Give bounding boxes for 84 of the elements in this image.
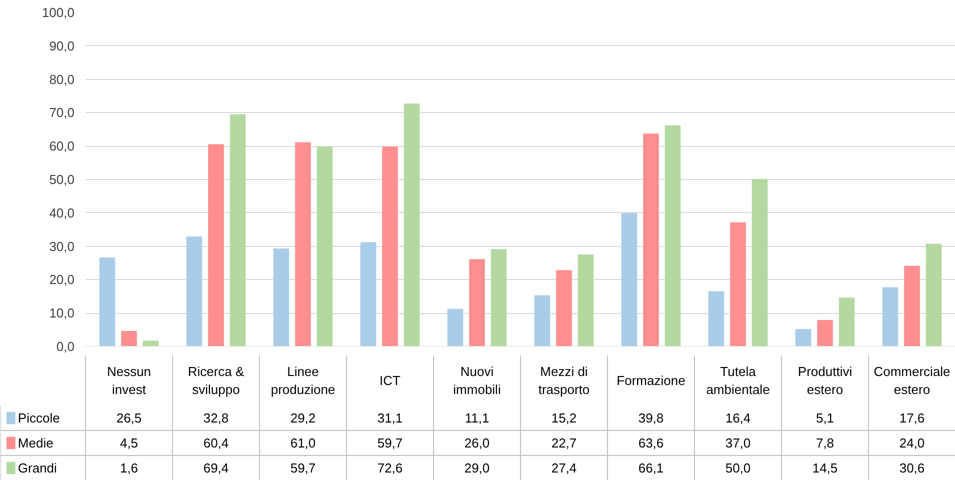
bar xyxy=(838,298,855,346)
data-label: 72,6 xyxy=(377,460,403,476)
data-label: 22,7 xyxy=(551,436,577,450)
bar xyxy=(186,236,202,346)
bar xyxy=(534,295,550,346)
bar xyxy=(926,244,942,346)
bar xyxy=(99,257,116,346)
y-tick-label: 70,0 xyxy=(49,105,75,120)
y-tick-label: 0,0 xyxy=(56,339,75,354)
bar xyxy=(295,142,311,346)
bar xyxy=(490,249,507,346)
bar xyxy=(643,134,659,346)
data-label: 4,5 xyxy=(120,436,138,450)
data-label: 59,7 xyxy=(377,436,403,450)
bar xyxy=(730,222,746,346)
bar xyxy=(752,179,768,346)
legend-label: Piccole xyxy=(18,410,60,426)
bar xyxy=(230,114,246,346)
y-tick-label: 90,0 xyxy=(49,38,75,54)
data-label: 27,4 xyxy=(551,460,577,476)
data-label: 29,0 xyxy=(464,460,490,476)
bar xyxy=(273,248,290,346)
bar xyxy=(382,146,398,346)
x-tick-label: Mezzi di trasporto xyxy=(538,364,590,397)
data-label: 60,4 xyxy=(203,436,229,450)
bar xyxy=(708,291,724,346)
bar xyxy=(578,254,594,346)
data-label: 7,8 xyxy=(816,436,834,450)
data-label: 17,6 xyxy=(899,410,925,426)
data-label: 26,0 xyxy=(464,436,490,450)
bar xyxy=(795,328,812,346)
data-label: 32,8 xyxy=(203,410,229,426)
x-tick-label: Nuovi immobili xyxy=(453,364,501,397)
data-label: 15,2 xyxy=(551,410,577,426)
data-label: 29,2 xyxy=(290,410,316,426)
x-tick-label: Tutela ambientale xyxy=(706,364,770,397)
y-tick-label: 10,0 xyxy=(49,306,75,321)
y-tick-label: 50,0 xyxy=(49,172,75,187)
bar xyxy=(556,270,572,346)
x-tick-label: Formazione xyxy=(616,373,686,388)
data-label: 61,0 xyxy=(290,436,316,450)
data-label: 39,8 xyxy=(638,410,664,426)
x-tick-label: Commerciale estero xyxy=(874,364,950,397)
x-tick-label: Produttivi estero xyxy=(798,364,852,397)
bar xyxy=(142,340,159,346)
legend-label: Medie xyxy=(18,436,54,450)
bar xyxy=(882,287,898,346)
y-tick-label: 30,0 xyxy=(49,238,75,254)
data-label: 30,6 xyxy=(899,460,925,476)
data-label: 31,1 xyxy=(377,410,403,426)
bar xyxy=(121,330,137,346)
bar xyxy=(904,266,920,346)
bar xyxy=(404,104,420,346)
bar xyxy=(817,320,833,346)
bar xyxy=(208,144,224,346)
data-label: 69,4 xyxy=(203,460,229,476)
data-label: 59,7 xyxy=(290,460,316,476)
bar xyxy=(447,308,464,346)
y-tick-label: 20,0 xyxy=(49,272,75,288)
y-tick-label: 80,0 xyxy=(49,72,75,87)
data-label: 14,5 xyxy=(812,460,838,476)
x-tick-label: Nessun invest xyxy=(106,364,152,397)
x-tick-label: ICT xyxy=(380,373,401,388)
bar xyxy=(316,146,333,346)
x-tick-label: Ricerca & sviluppo xyxy=(188,364,245,397)
data-label: 16,4 xyxy=(725,410,751,426)
data-label: 50,0 xyxy=(725,460,751,476)
bar xyxy=(360,242,376,346)
bar xyxy=(621,213,638,346)
y-tick-label: 100,0 xyxy=(42,5,75,20)
data-label: 37,0 xyxy=(725,436,751,450)
data-label: 24,0 xyxy=(899,436,925,450)
bar xyxy=(469,259,485,346)
x-tick-label: Linee produzione xyxy=(270,364,336,397)
data-label: 66,1 xyxy=(638,460,664,476)
data-label: 1,6 xyxy=(120,460,138,476)
data-label: 5,1 xyxy=(816,410,834,426)
y-tick-label: 60,0 xyxy=(49,138,75,154)
bar xyxy=(664,125,681,346)
data-label: 11,1 xyxy=(464,410,490,426)
y-tick-label: 40,0 xyxy=(49,205,75,220)
data-label: 26,5 xyxy=(116,410,142,426)
legend-label: Grandi xyxy=(18,460,58,476)
data-label: 63,6 xyxy=(638,436,664,450)
